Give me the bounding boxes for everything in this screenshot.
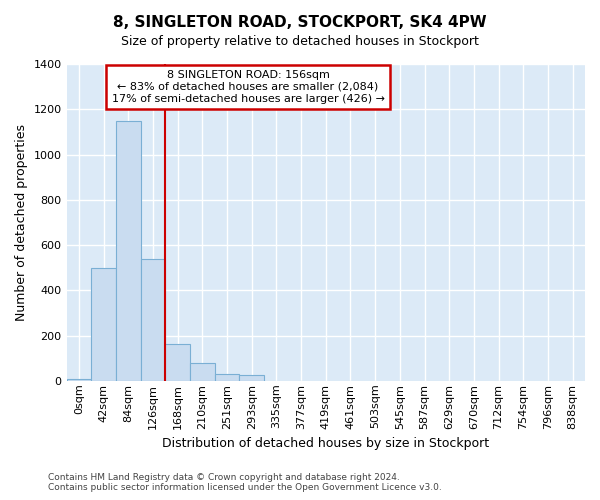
X-axis label: Distribution of detached houses by size in Stockport: Distribution of detached houses by size … bbox=[162, 437, 490, 450]
Text: 8, SINGLETON ROAD, STOCKPORT, SK4 4PW: 8, SINGLETON ROAD, STOCKPORT, SK4 4PW bbox=[113, 15, 487, 30]
Bar bbox=[140, 258, 165, 381]
Bar bbox=[215, 374, 239, 381]
Bar bbox=[239, 375, 264, 381]
Text: Size of property relative to detached houses in Stockport: Size of property relative to detached ho… bbox=[121, 35, 479, 48]
Text: 8 SINGLETON ROAD: 156sqm
← 83% of detached houses are smaller (2,084)
17% of sem: 8 SINGLETON ROAD: 156sqm ← 83% of detach… bbox=[112, 70, 385, 104]
Y-axis label: Number of detached properties: Number of detached properties bbox=[15, 124, 28, 321]
Bar bbox=[165, 344, 190, 381]
Bar bbox=[67, 378, 91, 381]
Bar bbox=[91, 268, 116, 381]
Text: Contains HM Land Registry data © Crown copyright and database right 2024.
Contai: Contains HM Land Registry data © Crown c… bbox=[48, 473, 442, 492]
Bar bbox=[116, 120, 140, 381]
Bar bbox=[190, 363, 215, 381]
